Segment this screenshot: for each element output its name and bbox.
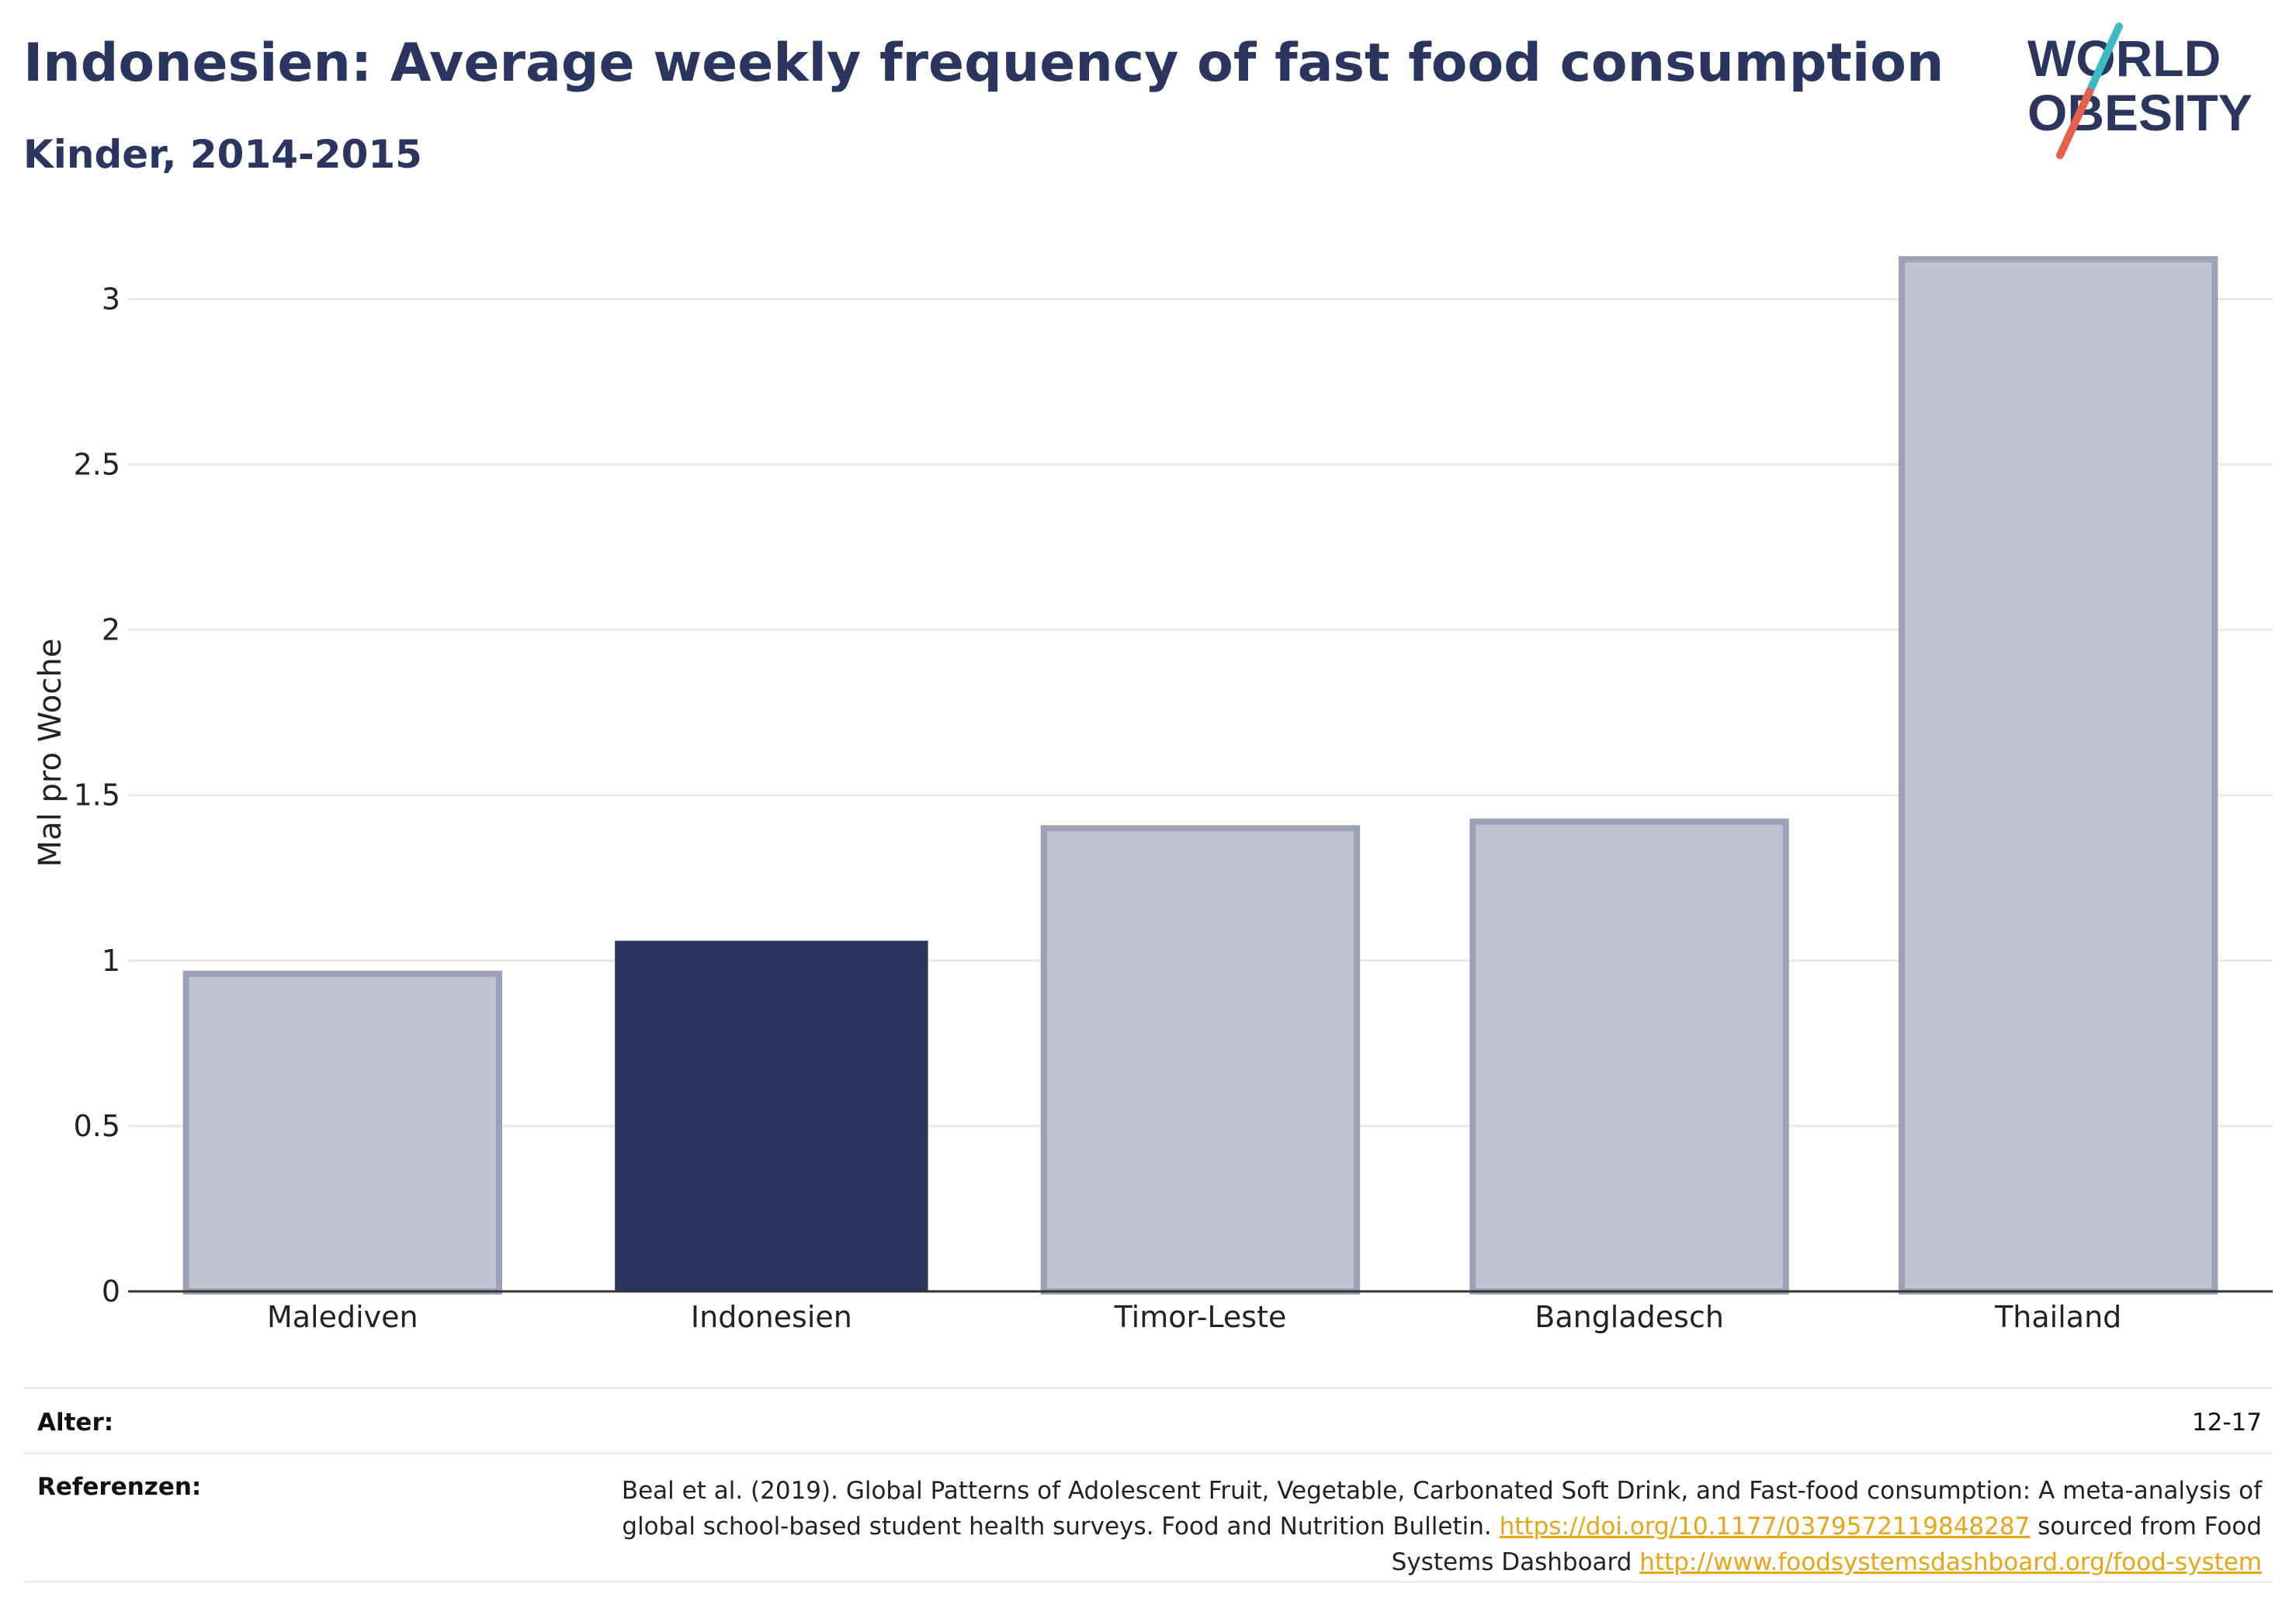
- references-text: Beal et al. (2019). Global Patterns of A…: [616, 1473, 2262, 1580]
- y-tick-label: 2.5: [74, 447, 120, 481]
- bar-bangladesch: [1469, 818, 1789, 1294]
- x-tick-label: Indonesien: [691, 1300, 852, 1334]
- footer-divider-bottom: [23, 1581, 2273, 1583]
- logo-text-obesity: OBESITY: [2027, 84, 2253, 141]
- x-tick-label: Malediven: [267, 1300, 418, 1334]
- age-value: 12-17: [2191, 1409, 2262, 1437]
- y-tick-label: 3: [102, 282, 120, 316]
- x-tick-labels: Malediven Indonesien Timor-Leste Bangladesc…: [267, 1300, 2121, 1334]
- x-tick-label: Bangladesch: [1535, 1300, 1724, 1334]
- y-tick-label: 1: [102, 944, 120, 978]
- doi-link[interactable]: https://doi.org/10.1177/0379572119848287: [1499, 1513, 2031, 1541]
- y-tick-label: 1.5: [74, 778, 120, 813]
- age-label: Alter:: [37, 1409, 114, 1437]
- bar-timor-leste: [1040, 825, 1361, 1294]
- x-tick-label: Timor-Leste: [1114, 1300, 1287, 1334]
- y-tick-label: 2: [102, 613, 120, 647]
- bar-thailand: [1899, 256, 2218, 1295]
- x-tick-label: Thailand: [1994, 1300, 2121, 1334]
- food-systems-dashboard-link[interactable]: http://www.foodsystemsdashboard.org/food…: [1639, 1548, 2262, 1576]
- y-tick-labels: 0 0.5 1 1.5 2 2.5 3: [74, 282, 120, 1308]
- bar-malediven: [182, 970, 502, 1295]
- references-source: sourced from Food Systems Dashboard: [1391, 1513, 2262, 1576]
- footer-divider-top: [23, 1387, 2273, 1389]
- world-obesity-logo: WORLD OBESITY: [2027, 23, 2253, 159]
- bars: [182, 256, 2218, 1295]
- chart-subtitle: Kinder, 2014-2015: [23, 132, 422, 177]
- references-label: Referenzen:: [37, 1473, 202, 1501]
- bar-indonesien: [615, 941, 928, 1291]
- y-axis-label: Mal pro Woche: [33, 639, 68, 868]
- footer-divider-middle: [23, 1452, 2273, 1454]
- y-tick-label: 0: [102, 1274, 120, 1308]
- bar-chart: 0 0.5 1 1.5 2 2.5 3 Malediven Indonesien Timor-L…: [33, 256, 2273, 1334]
- logo-text-world: WORLD: [2027, 29, 2221, 87]
- references-citation: Beal et al. (2019). Global Patterns of A…: [621, 1477, 2262, 1541]
- y-tick-label: 0.5: [74, 1109, 120, 1143]
- chart-title: Indonesien: Average weekly frequency of …: [23, 33, 1944, 94]
